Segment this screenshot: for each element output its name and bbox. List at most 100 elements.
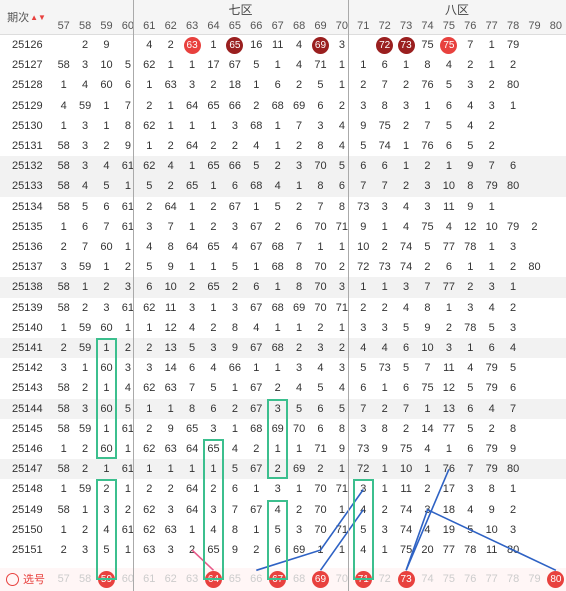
column-header-70[interactable]: 70 [331,18,353,35]
table-cell: 2 [167,39,174,52]
column-header-66[interactable]: 66 [245,18,267,35]
table-cell: 80 [528,261,541,274]
table-cell: 3 [317,119,324,132]
sort-icon[interactable]: ▲▼ [30,12,46,22]
select-cell-76[interactable]: 76 [464,573,477,585]
table-cell: 9 [360,220,367,233]
table-cell: 1 [82,503,89,516]
select-cell-79[interactable]: 79 [528,573,541,585]
column-header-76[interactable]: 76 [459,18,481,35]
column-header-79[interactable]: 79 [523,18,546,35]
select-cell-80[interactable]: 80 [545,569,566,589]
table-cell: 4 [296,59,303,72]
select-cell-60[interactable]: 60 [121,573,134,585]
select-cell-70[interactable]: 70 [335,573,348,585]
hit-ball: 75 [440,36,458,54]
table-cell: 75 [399,544,413,557]
select-cell-63[interactable]: 63 [185,573,199,585]
select-cell-73[interactable]: 73 [395,569,416,589]
column-header-57[interactable]: 57 [53,18,75,35]
table-cell: 1 [488,200,495,213]
table-cell: 3 [167,544,174,557]
column-header-63[interactable]: 63 [181,18,203,35]
table-cell: 78 [464,241,477,254]
table-cell: 69 [292,301,306,314]
table-cell: 63 [164,79,177,92]
column-header-77[interactable]: 77 [481,18,503,35]
table-cell: 68 [271,342,284,355]
column-header-71[interactable]: 71 [352,18,374,35]
column-header-73[interactable]: 73 [395,18,417,35]
column-header-80[interactable]: 80 [545,18,566,35]
hit-ball: 69 [311,36,329,54]
select-cell-72[interactable]: 72 [378,573,391,585]
table-cell: 1 [381,463,388,476]
select-cell-58[interactable]: 58 [78,573,92,585]
table-cell: 62 [143,160,156,173]
table-cell: 79 [485,463,498,476]
column-header-69[interactable]: 69 [309,18,332,35]
selected-ball[interactable]: 69 [311,570,329,588]
column-header-64[interactable]: 64 [202,18,225,35]
table-cell: 2 [231,402,238,415]
table-cell: 4 [445,59,452,72]
table-cell: 68 [271,99,284,112]
select-cell-62[interactable]: 62 [164,573,177,585]
select-cell-66[interactable]: 66 [250,573,263,585]
column-header-72[interactable]: 72 [374,18,396,35]
column-header-75[interactable]: 75 [438,18,460,35]
select-label[interactable]: 选号 [0,569,53,589]
table-cell: 3 [488,99,495,112]
table-cell: 10 [100,59,113,72]
select-cell-75[interactable]: 75 [442,573,455,585]
table-cell: 4 [124,382,131,395]
table-cell: 2 [167,180,174,193]
table-cell: 1 [167,119,174,132]
column-header-62[interactable]: 62 [160,18,182,35]
select-cell-65[interactable]: 65 [228,573,241,585]
table-cell: 6 [510,382,517,395]
table-cell [353,35,374,55]
select-circle-icon[interactable] [6,572,19,586]
column-header-78[interactable]: 78 [502,18,524,35]
select-cell-61[interactable]: 61 [143,573,156,585]
table-cell: 3 [424,503,431,516]
column-header-65[interactable]: 65 [224,18,246,35]
table-cell: 3 [60,362,67,375]
table-cell: 5 [445,79,452,92]
select-cell-57[interactable]: 57 [57,573,70,585]
selected-ball[interactable]: 80 [547,570,565,588]
column-header-68[interactable]: 68 [288,18,310,35]
select-cell-77[interactable]: 77 [485,573,498,585]
period-header[interactable]: 期次 ▲▼ [0,0,53,35]
table-cell: 78 [464,544,477,557]
table-cell: 62 [143,119,156,132]
table-cell: 2 [445,321,452,334]
table-cell: 2 [210,220,217,233]
column-header-74[interactable]: 74 [416,18,439,35]
table-cell: 3 [403,281,410,294]
column-header-60[interactable]: 60 [117,18,139,35]
table-cell: 6 [253,281,260,294]
table-cell: 1 [189,59,196,72]
table-cell: 2 [360,301,367,314]
select-cell-69[interactable]: 69 [310,569,331,589]
table-cell: 72 [357,261,370,274]
table-cell: 70 [314,261,327,274]
table-cell: 9 [231,544,238,557]
column-header-58[interactable]: 58 [74,18,96,35]
select-cell-68[interactable]: 68 [292,573,306,585]
column-header-61[interactable]: 61 [138,18,160,35]
table-cell: 6 [189,362,196,375]
select-cell-74[interactable]: 74 [421,573,434,585]
select-cell-78[interactable]: 78 [506,573,520,585]
column-header-59[interactable]: 59 [95,18,118,35]
table-cell: 65 [207,443,220,456]
table-cell: 64 [185,483,199,496]
table-cell: 8 [381,422,388,435]
selected-ball[interactable]: 73 [397,570,415,588]
table-cell: 4 [403,220,410,233]
table-cell: 77 [442,544,455,557]
table-cell: 4 [488,402,495,415]
column-header-67[interactable]: 67 [267,18,289,35]
